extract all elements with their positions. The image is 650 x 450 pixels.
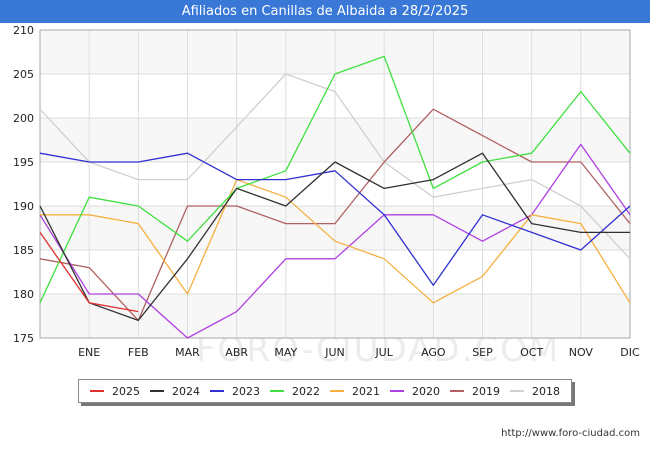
legend-label: 2018 [532, 384, 560, 398]
legend-item-2020: 2020 [390, 385, 440, 398]
plot-border [39, 29, 631, 339]
legend-label: 2021 [352, 384, 380, 398]
chart-legend: 2025 2024 2023 2022 2021 2020 2019 2018 [78, 379, 572, 403]
x-tick-label: ENE [78, 346, 100, 359]
y-tick-label: 180 [13, 288, 34, 301]
x-tick-label: MAY [274, 346, 297, 359]
y-tick-label: 175 [13, 332, 34, 345]
legend-item-2021: 2021 [330, 385, 380, 398]
series-line-2022 [39, 55, 631, 304]
legend-label: 2020 [412, 384, 440, 398]
legend-item-2025: 2025 [90, 385, 140, 398]
legend-item-2024: 2024 [150, 385, 200, 398]
legend-swatch [90, 390, 104, 392]
x-tick-label: AGO [421, 346, 446, 359]
source-link[interactable]: http://www.foro-ciudad.com [501, 428, 640, 439]
legend-label: 2025 [112, 384, 140, 398]
x-tick-label: ABR [225, 346, 248, 359]
x-tick-label: JUN [324, 346, 345, 359]
x-tick-label: SEP [472, 346, 493, 359]
series-line-2021 [40, 178, 631, 304]
legend-swatch [150, 390, 164, 392]
chart-title: Afiliados en Canillas de Albaida a 28/2/… [0, 0, 650, 23]
legend-swatch [270, 390, 284, 392]
legend-item-2018: 2018 [510, 385, 560, 398]
x-tick-label: FEB [128, 346, 149, 359]
y-tick-label: 200 [13, 112, 34, 125]
y-tick-label: 190 [13, 200, 34, 213]
series-line-2018 [39, 73, 631, 260]
series-line-2025 [39, 232, 139, 313]
legend-label: 2023 [232, 384, 260, 398]
y-tick-label: 210 [13, 24, 34, 37]
series-line-2023 [39, 152, 631, 286]
series-line-2024 [39, 152, 630, 322]
legend-swatch [450, 390, 464, 392]
legend-swatch [510, 390, 524, 392]
legend-swatch [330, 390, 344, 392]
x-tick-label: OCT [520, 346, 543, 359]
x-tick-label: NOV [569, 346, 594, 359]
y-tick-label: 185 [13, 244, 34, 257]
legend-swatch [210, 390, 224, 392]
legend-swatch [390, 390, 404, 392]
legend-label: 2019 [472, 384, 500, 398]
legend-item-2022: 2022 [270, 385, 320, 398]
x-tick-label: MAR [175, 346, 200, 359]
y-tick-label: 205 [13, 68, 34, 81]
y-tick-label: 195 [13, 156, 34, 169]
legend-item-2019: 2019 [450, 385, 500, 398]
legend-item-2023: 2023 [210, 385, 260, 398]
legend-label: 2022 [292, 384, 320, 398]
legend-label: 2024 [172, 384, 200, 398]
x-tick-label: DIC [620, 346, 640, 359]
x-tick-label: JUL [374, 346, 393, 359]
